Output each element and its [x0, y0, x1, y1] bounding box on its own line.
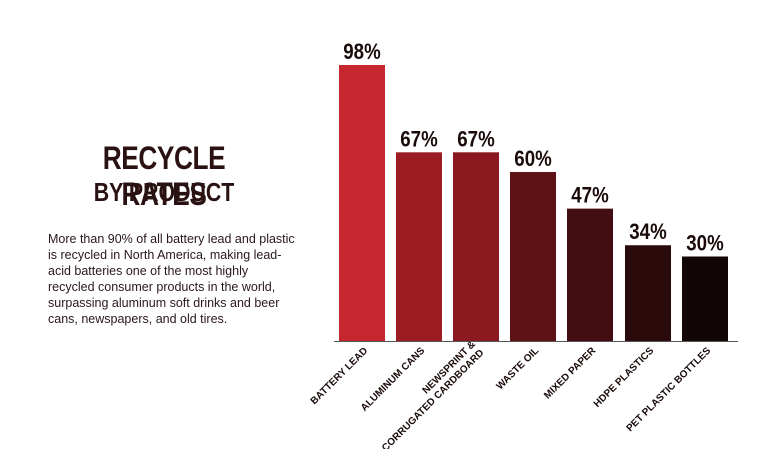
- value-label-1: 67%: [400, 128, 437, 152]
- category-label-1: ALUMINUM CANS: [359, 345, 428, 414]
- bar-5: [625, 245, 671, 341]
- value-label-4: 47%: [571, 184, 608, 208]
- category-label-2: NEWSPRINT &CORRUGATED CARDBOARD: [372, 339, 487, 449]
- chart-title-line2: BY PRODUCT: [93, 177, 235, 207]
- category-label-4: MIXED PAPER: [542, 345, 599, 402]
- bar-2: [453, 152, 499, 341]
- value-label-5: 34%: [629, 221, 666, 245]
- value-label-2: 67%: [457, 128, 494, 152]
- chart-title-line1: RECYCLE RATES: [102, 140, 226, 212]
- chart-description: More than 90% of all battery lead and pl…: [48, 232, 295, 326]
- value-label-3: 60%: [514, 148, 551, 172]
- bar-4: [567, 208, 613, 341]
- category-label-0: BATTERY LEAD: [309, 345, 370, 406]
- bar-1: [396, 152, 442, 341]
- category-label-3: WASTE OIL: [495, 345, 542, 392]
- value-label-6: 30%: [686, 232, 723, 256]
- value-label-0: 98%: [343, 41, 380, 65]
- category-label-5: HDPE PLASTICS: [592, 345, 657, 410]
- bar-6: [682, 256, 728, 341]
- bar-3: [510, 172, 556, 341]
- bar-0: [339, 65, 385, 341]
